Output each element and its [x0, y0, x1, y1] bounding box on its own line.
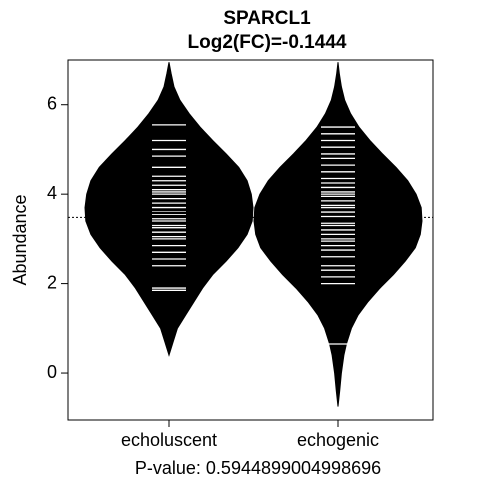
y-tick-label: 0 — [47, 362, 57, 382]
x-tick-label: echoluscent — [121, 430, 217, 450]
chart-subtitle: Log2(FC)=-0.1444 — [188, 32, 347, 53]
x-axis-label: P-value: 0.5944899004998696 — [135, 458, 381, 478]
bean-echoluscent — [84, 62, 254, 357]
beans-layer — [68, 62, 433, 407]
x-tick-label: echogenic — [297, 430, 379, 450]
x-axis: echoluscent echogenic — [121, 419, 379, 450]
y-axis-label: Abundance — [10, 194, 30, 285]
y-axis: 0 2 4 6 — [47, 93, 69, 382]
plot-frame — [67, 59, 434, 421]
y-tick-label: 6 — [47, 93, 57, 113]
chart-title: SPARCL1 — [223, 8, 311, 29]
y-tick-label: 2 — [47, 272, 57, 292]
y-tick-label: 4 — [47, 183, 57, 203]
